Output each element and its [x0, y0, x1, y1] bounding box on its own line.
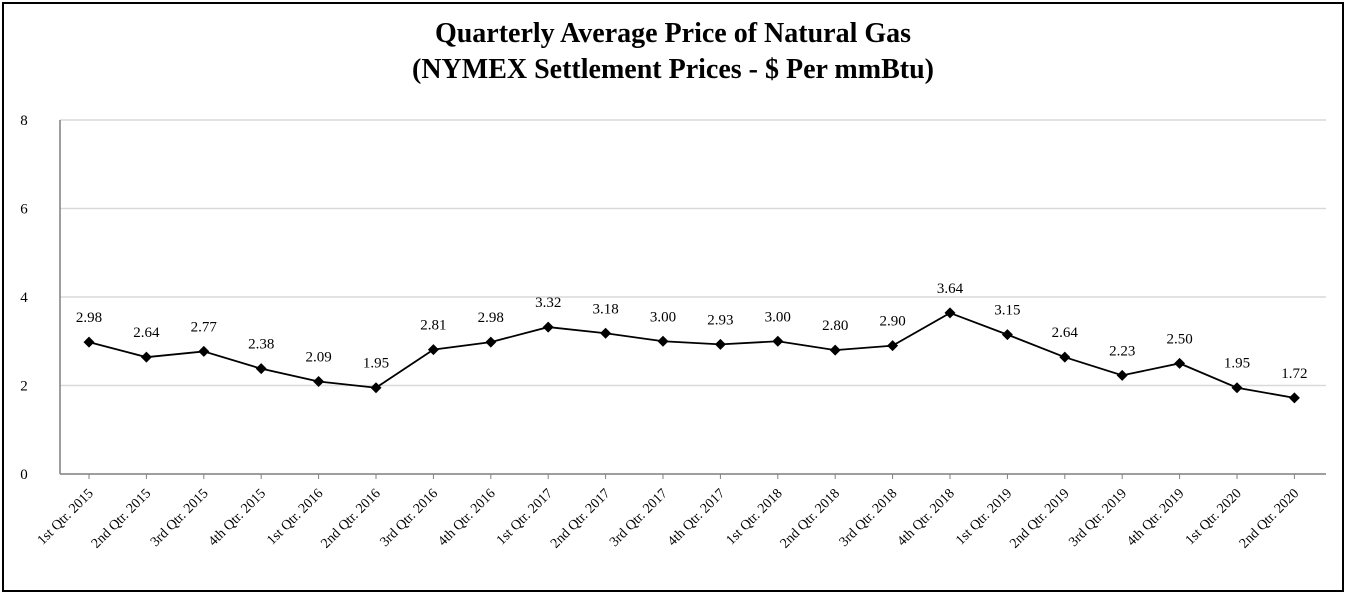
x-tick-label: 4th Qtr. 2016 — [435, 486, 498, 549]
chart-title: Quarterly Average Price of Natural Gas — [435, 18, 911, 49]
plot-area: 2.98 2.64 2.77 2.38 2.09 1.95 2.81 2.98 3.32 3.18… — [76, 281, 1308, 404]
data-label: 2.38 — [248, 337, 274, 353]
data-point-marker — [1174, 357, 1186, 369]
data-label: 2.98 — [478, 310, 504, 326]
data-label: 3.64 — [937, 281, 964, 297]
data-label: 1.72 — [1281, 366, 1307, 382]
x-tick-label: 1st Qtr. 2016 — [264, 486, 326, 548]
data-point-marker — [657, 335, 669, 347]
x-tick-label: 4th Qtr. 2015 — [206, 486, 269, 549]
data-label: 2.98 — [76, 310, 102, 326]
data-point-marker — [1231, 382, 1243, 394]
x-tick-label: 2nd Qtr. 2018 — [778, 486, 843, 551]
data-point-marker — [427, 344, 439, 356]
y-tick-label: 8 — [20, 113, 28, 129]
x-tick-label: 2nd Qtr. 2016 — [318, 486, 383, 551]
data-point-marker — [198, 345, 210, 357]
data-point-marker — [714, 338, 726, 350]
x-tick-label: 4th Qtr. 2017 — [665, 486, 728, 549]
data-label: 1.95 — [363, 356, 389, 372]
data-label: 3.15 — [994, 303, 1020, 319]
data-label: 2.81 — [420, 318, 446, 334]
data-point-marker — [887, 340, 899, 352]
data-label: 3.18 — [592, 301, 618, 317]
data-point-marker — [542, 321, 554, 333]
data-label: 2.23 — [1109, 343, 1135, 359]
series-line — [88, 311, 1295, 399]
grid-lines — [60, 119, 1326, 387]
data-label: 2.64 — [1052, 325, 1079, 341]
x-tick-label: 2nd Qtr. 2019 — [1007, 486, 1072, 551]
x-tick-label: 2nd Qtr. 2020 — [1237, 486, 1302, 551]
data-point-marker — [1116, 369, 1128, 381]
x-tick-label: 4th Qtr. 2019 — [1124, 486, 1187, 549]
data-point-marker — [255, 363, 267, 375]
x-tick-label: 2nd Qtr. 2015 — [89, 486, 154, 551]
x-tick-label: 1st Qtr. 2019 — [953, 486, 1015, 548]
x-tick-label: 4th Qtr. 2018 — [895, 486, 958, 549]
data-label: 2.77 — [191, 319, 218, 335]
x-tick-label: 1st Qtr. 2015 — [35, 486, 97, 548]
data-point-marker — [772, 335, 784, 347]
data-point-marker — [829, 344, 841, 356]
x-tick-label: 1st Qtr. 2020 — [1183, 486, 1245, 548]
data-point-marker — [944, 307, 956, 319]
data-point-marker — [313, 376, 325, 388]
x-tick-label: 3rd Qtr. 2018 — [837, 486, 901, 550]
data-label: 3.32 — [535, 295, 561, 311]
data-point-marker — [83, 336, 95, 348]
chart-subtitle: (NYMEX Settlement Prices - $ Per mmBtu) — [412, 54, 934, 85]
data-label: 2.90 — [879, 314, 905, 330]
data-label: 2.93 — [707, 312, 733, 328]
y-tick-label: 4 — [20, 290, 28, 306]
y-tick-label: 6 — [20, 202, 28, 218]
x-tick-label: 2nd Qtr. 2017 — [548, 486, 613, 551]
x-tick-label: 1st Qtr. 2018 — [724, 486, 786, 548]
x-tick-label: 3rd Qtr. 2019 — [1066, 486, 1130, 550]
data-point-marker — [1001, 329, 1013, 341]
data-label: 3.00 — [650, 309, 676, 325]
x-tick-label: 1st Qtr. 2017 — [494, 486, 556, 548]
y-tick-label: 2 — [20, 379, 28, 395]
data-label: 2.50 — [1166, 331, 1192, 347]
x-tick-label: 3rd Qtr. 2017 — [607, 486, 671, 550]
data-label: 2.64 — [133, 325, 160, 341]
data-label: 1.95 — [1224, 356, 1250, 372]
x-tick-label: 3rd Qtr. 2015 — [148, 486, 212, 550]
x-tick-label: 3rd Qtr. 2016 — [378, 486, 442, 550]
data-point-marker — [140, 351, 152, 363]
data-label: 3.00 — [765, 309, 791, 325]
data-label: 2.09 — [305, 350, 331, 366]
data-point-marker — [600, 327, 612, 339]
data-point-marker — [370, 382, 382, 394]
data-point-marker — [1059, 351, 1071, 363]
y-tick-label: 0 — [20, 467, 28, 483]
data-point-marker — [1288, 392, 1300, 404]
data-point-marker — [485, 336, 497, 348]
data-label: 2.80 — [822, 318, 848, 334]
